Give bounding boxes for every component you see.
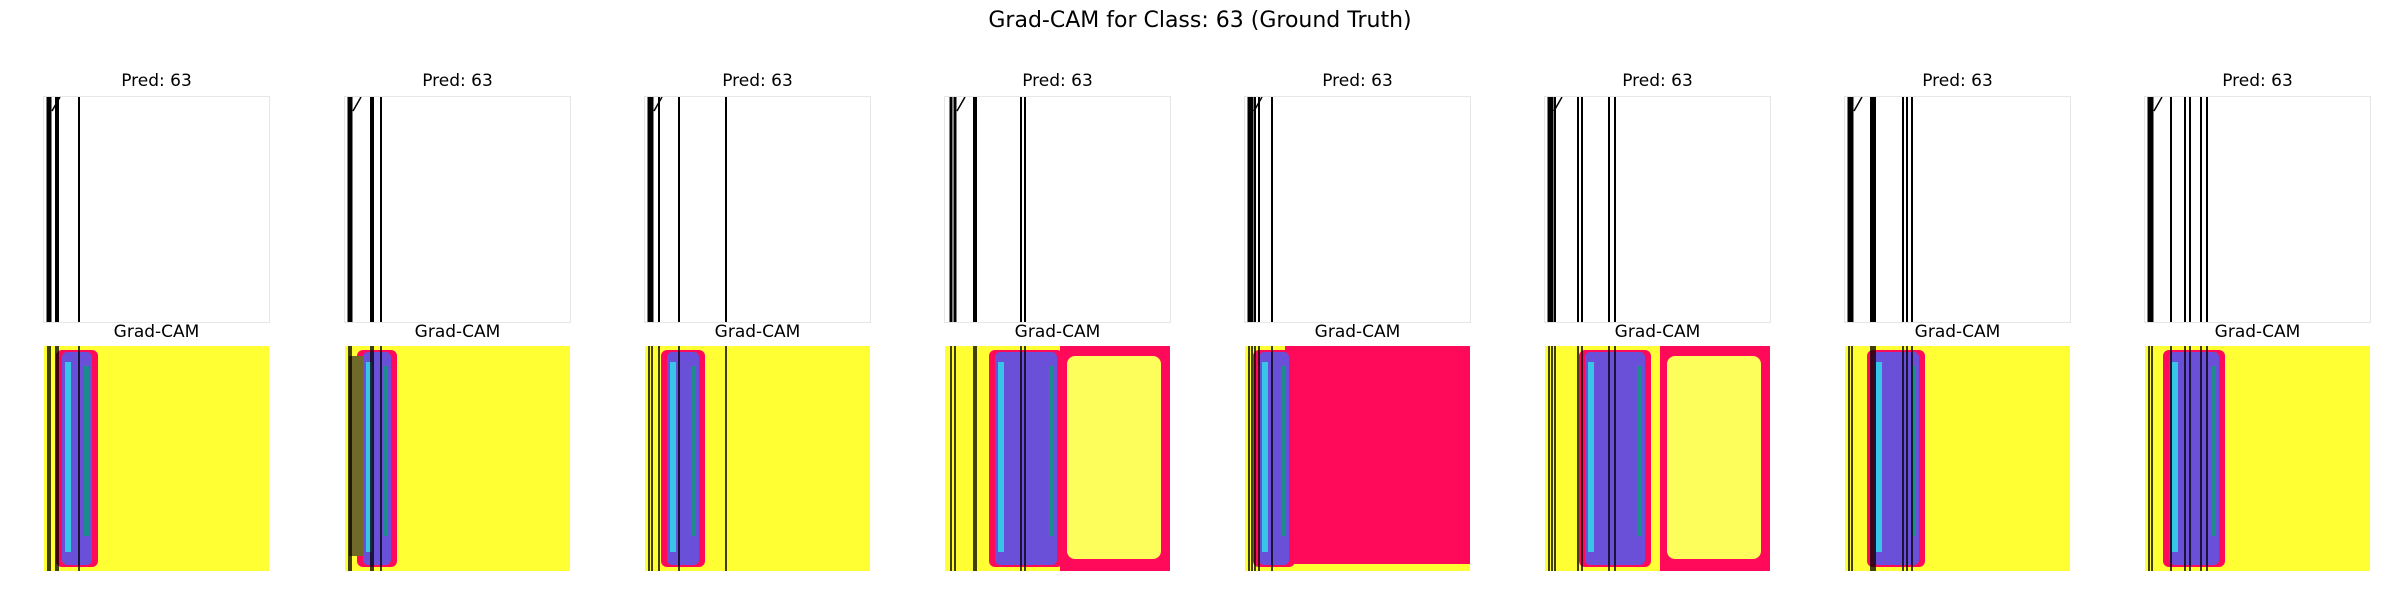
pred-title-4: Pred: 63 <box>1022 71 1093 91</box>
heatmap-accent <box>2172 362 2178 552</box>
image-stroke <box>653 97 663 112</box>
original-image-3 <box>644 96 871 323</box>
gradcam-heatmap-4 <box>945 346 1170 571</box>
heatmap-accent <box>65 362 71 552</box>
image-stroke <box>1253 97 1263 112</box>
original-image-8 <box>2144 96 2371 323</box>
pred-title-8: Pred: 63 <box>2222 71 2293 91</box>
pred-title-5: Pred: 63 <box>1322 71 1393 91</box>
original-image-svg <box>2147 97 2208 322</box>
heatmap-inner-region <box>1667 356 1761 559</box>
gradcam-title-1: Grad-CAM <box>113 322 200 342</box>
original-image-svg <box>347 97 382 322</box>
gradcam-svg <box>44 346 269 571</box>
pred-title-2: Pred: 63 <box>422 71 493 91</box>
gradcam-heatmap-8 <box>2145 346 2370 571</box>
heatmap-bottom-band <box>1245 564 1470 571</box>
heatmap-accent <box>691 366 696 536</box>
original-image-svg <box>1247 97 1273 322</box>
original-image-svg <box>949 97 1026 322</box>
gradcam-heatmap-5 <box>1245 346 1470 571</box>
pred-title-7: Pred: 63 <box>1922 71 1993 91</box>
gradcam-svg <box>645 346 870 571</box>
image-stroke <box>1553 97 1563 112</box>
heatmap-accent <box>1637 366 1642 536</box>
gradcam-heatmap-6 <box>1545 346 1770 571</box>
gradcam-heatmap-7 <box>1845 346 2070 571</box>
gradcam-svg <box>945 346 1170 571</box>
original-image-svg <box>1847 97 1913 322</box>
image-stroke <box>352 97 362 112</box>
heatmap-inner-region <box>1067 356 1161 559</box>
pred-title-6: Pred: 63 <box>1622 71 1693 91</box>
heatmap-accent <box>1281 366 1286 536</box>
heatmap-accent <box>998 362 1004 552</box>
gradcam-title-4: Grad-CAM <box>1014 322 1101 342</box>
original-image-4 <box>944 96 1171 323</box>
heatmap-accent <box>670 362 676 552</box>
gradcam-svg <box>1245 346 1470 571</box>
gradcam-title-7: Grad-CAM <box>1914 322 2001 342</box>
gradcam-heatmap-3 <box>645 346 870 571</box>
heatmap-cold-region <box>995 352 1057 565</box>
heatmap-accent <box>1588 362 1594 552</box>
heatmap-accent <box>366 362 372 552</box>
heatmap-accent <box>1262 362 1268 552</box>
pred-title-3: Pred: 63 <box>722 71 793 91</box>
heatmap-accent <box>1911 366 1916 536</box>
original-image-svg <box>1547 97 1616 322</box>
original-image-5 <box>1244 96 1471 323</box>
figure-title: Grad-CAM for Class: 63 (Ground Truth) <box>988 8 1412 33</box>
gradcam-heatmap-2 <box>345 346 570 571</box>
gradcam-heatmap-1 <box>44 346 269 571</box>
gradcam-title-8: Grad-CAM <box>2214 322 2301 342</box>
pred-title-1: Pred: 63 <box>121 71 192 91</box>
heatmap-accent <box>84 366 89 536</box>
heatmap-accent <box>383 366 388 536</box>
heatmap-accent <box>2211 366 2216 536</box>
gradcam-title-2: Grad-CAM <box>414 322 501 342</box>
original-image-1 <box>43 96 270 323</box>
image-stroke <box>51 97 61 112</box>
original-image-svg <box>647 97 727 322</box>
gradcam-title-6: Grad-CAM <box>1614 322 1701 342</box>
image-stroke <box>2153 97 2163 112</box>
image-stroke <box>1853 97 1863 112</box>
heatmap-accent <box>1876 362 1882 552</box>
heatmap-accent <box>349 356 363 556</box>
gradcam-svg <box>1845 346 2070 571</box>
gradcam-svg <box>1545 346 1770 571</box>
heatmap-accent <box>1049 366 1054 536</box>
gradcam-svg <box>2145 346 2370 571</box>
gradcam-svg <box>345 346 570 571</box>
image-stroke <box>956 97 966 112</box>
gradcam-title-3: Grad-CAM <box>714 322 801 342</box>
original-image-7 <box>1844 96 2071 323</box>
original-image-2 <box>344 96 571 323</box>
gradcam-title-5: Grad-CAM <box>1314 322 1401 342</box>
original-image-svg <box>46 97 80 322</box>
original-image-6 <box>1544 96 1771 323</box>
